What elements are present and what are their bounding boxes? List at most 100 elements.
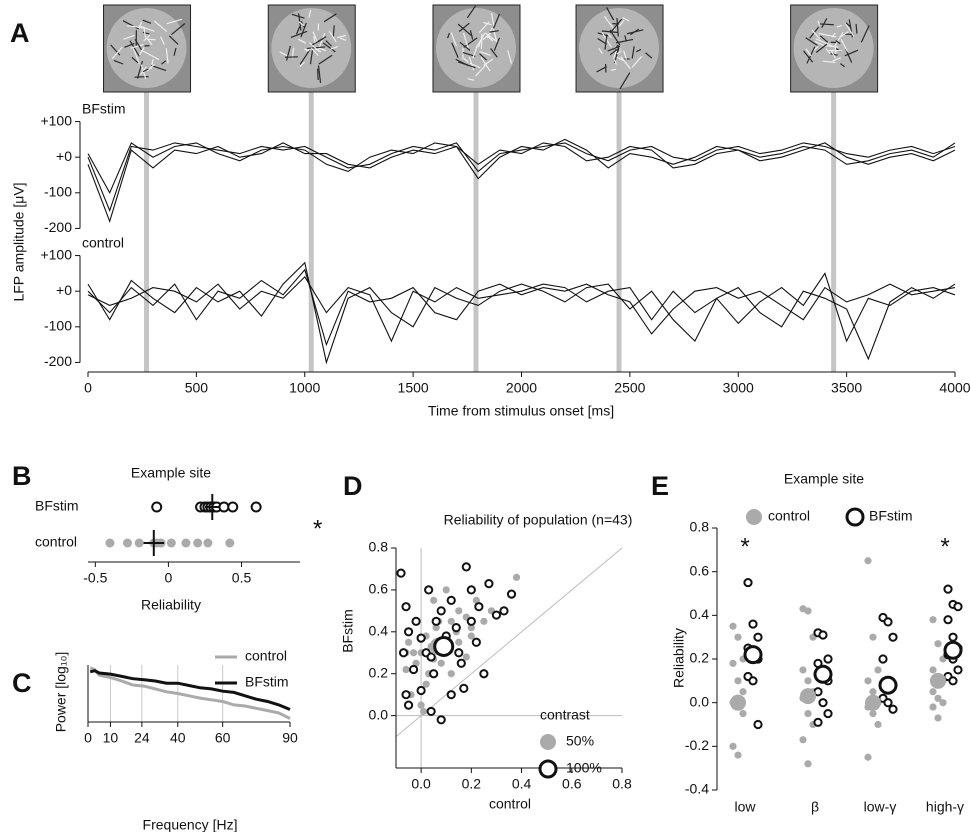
y-tick-label: 0.2 xyxy=(690,650,710,666)
panel-letter: A xyxy=(10,18,30,48)
y-tick-label: 0.0 xyxy=(690,693,710,709)
mean-point xyxy=(433,635,455,657)
point xyxy=(471,637,481,647)
stimulus-texture xyxy=(811,29,821,39)
x-axis-label: Reliability xyxy=(141,597,201,613)
point xyxy=(874,666,882,674)
point xyxy=(929,688,937,696)
point xyxy=(739,709,747,718)
stimulus-texture xyxy=(819,23,834,26)
trace xyxy=(87,142,956,224)
x-tick-label: -0.5 xyxy=(83,570,107,586)
stimulus-texture xyxy=(832,57,842,62)
x-tick-label: 4000 xyxy=(939,380,970,396)
significance: * xyxy=(313,515,322,542)
x-axis-label: Time from stimulus onset [ms] xyxy=(428,403,614,419)
stimulus-texture xyxy=(291,13,305,19)
stimulus-texture xyxy=(817,20,821,26)
stimulus-texture xyxy=(153,20,168,33)
point xyxy=(864,677,872,685)
stimulus-texture xyxy=(492,28,498,42)
point xyxy=(813,717,823,727)
stimulus-texture xyxy=(306,46,326,50)
stimulus-texture xyxy=(486,35,494,42)
point xyxy=(823,708,833,719)
subplot-label: control xyxy=(82,235,124,251)
panel-letter: D xyxy=(343,471,363,501)
point xyxy=(883,617,893,627)
point xyxy=(417,701,425,709)
stimulus-texture xyxy=(469,30,474,40)
stimulus-patch xyxy=(793,8,874,88)
point xyxy=(818,698,828,708)
stimulus-texture xyxy=(317,65,322,83)
stimulus-texture xyxy=(483,58,494,67)
point xyxy=(459,683,469,693)
point xyxy=(474,602,484,612)
point xyxy=(411,616,421,626)
stimulus-texture xyxy=(142,31,150,35)
point xyxy=(227,501,239,513)
point xyxy=(446,690,456,700)
x-tick-label: high-γ xyxy=(926,799,964,815)
stimulus-texture xyxy=(815,38,833,47)
stimulus-texture xyxy=(805,37,818,46)
point xyxy=(734,751,742,759)
point xyxy=(943,584,953,594)
point xyxy=(799,666,807,674)
point xyxy=(402,665,410,674)
series-line xyxy=(89,666,291,720)
trace xyxy=(87,261,956,365)
point xyxy=(491,610,502,620)
point xyxy=(422,680,430,688)
point xyxy=(401,690,411,700)
y-tick-label: +0 xyxy=(56,282,72,298)
stimulus-texture xyxy=(323,13,337,23)
stimulus-texture xyxy=(131,56,139,64)
point xyxy=(799,736,807,744)
stimulus-texture xyxy=(312,38,324,46)
point xyxy=(455,607,463,615)
point xyxy=(416,633,426,643)
mean-point xyxy=(878,675,898,695)
legend-label: 100% xyxy=(566,760,602,776)
stimulus-texture xyxy=(147,38,156,41)
point xyxy=(506,589,517,599)
x-tick-label: 0 xyxy=(84,380,92,396)
point xyxy=(404,638,413,646)
stimulus-texture xyxy=(490,12,495,26)
stimulus-texture xyxy=(113,59,124,65)
stimulus-texture xyxy=(636,48,642,53)
mean-point xyxy=(943,640,963,660)
x-tick-label: 0 xyxy=(165,570,173,586)
stimulus-texture xyxy=(285,45,291,61)
point xyxy=(429,669,439,679)
point xyxy=(398,648,409,658)
mean-point xyxy=(743,645,763,665)
stimulus-texture xyxy=(484,32,499,44)
point xyxy=(804,677,812,685)
panel-letter: B xyxy=(12,461,32,491)
stimulus-texture xyxy=(161,60,167,65)
stimulus-texture xyxy=(110,44,121,56)
stimulus-texture xyxy=(825,48,831,54)
x-tick-label: 0.6 xyxy=(562,776,582,792)
stimulus-texture xyxy=(309,50,314,65)
point xyxy=(939,699,947,707)
stimulus-texture xyxy=(469,62,481,69)
stimulus-texture xyxy=(309,42,321,53)
stimulus-texture xyxy=(168,35,179,45)
row-label: BFstim xyxy=(35,498,79,514)
point xyxy=(818,630,828,640)
point xyxy=(466,616,476,626)
stimulus-texture xyxy=(150,64,167,72)
stimulus-texture xyxy=(615,38,634,44)
point xyxy=(134,538,144,548)
point xyxy=(734,677,742,685)
stimulus-texture xyxy=(845,49,853,63)
point xyxy=(883,698,893,708)
stimulus-texture xyxy=(312,31,318,43)
stimulus-texture xyxy=(142,19,152,24)
stimulus-texture xyxy=(171,23,186,36)
point xyxy=(953,602,963,612)
